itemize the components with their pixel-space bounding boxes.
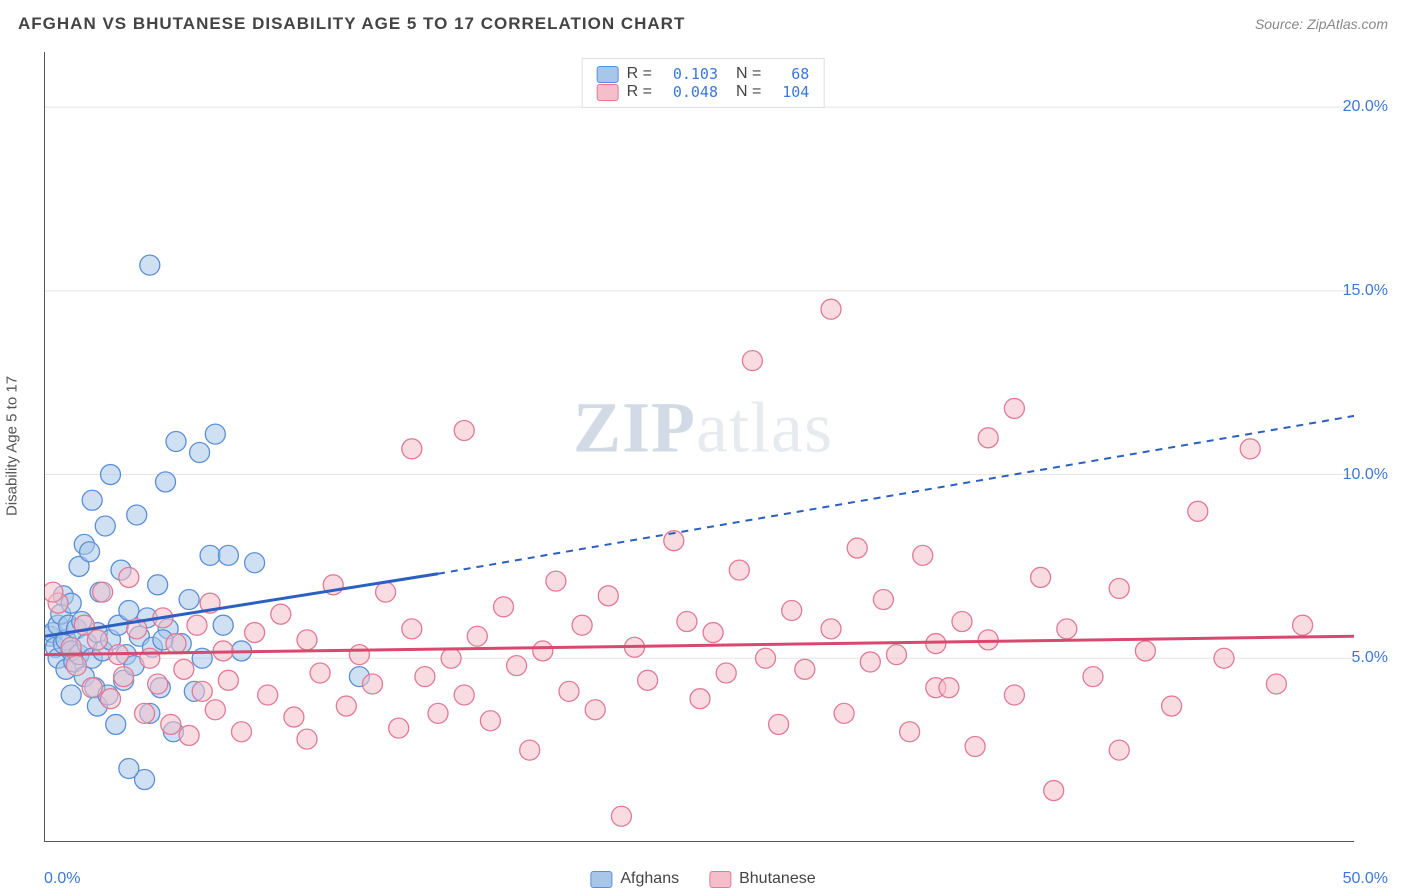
x-origin-label: 0.0%: [44, 870, 80, 888]
series-legend-label: Afghans: [620, 870, 679, 888]
y-tick-label: 20.0%: [1343, 98, 1388, 116]
y-tick-label: 10.0%: [1343, 466, 1388, 484]
legend-swatch: [590, 871, 612, 888]
r-value: 0.103: [660, 65, 718, 83]
legend-swatch: [597, 66, 619, 83]
title-row: AFGHAN VS BHUTANESE DISABILITY AGE 5 TO …: [18, 14, 1388, 34]
series-legend-item: Afghans: [590, 870, 679, 888]
r-label: R =: [627, 65, 652, 83]
y-axis-label: Disability Age 5 to 17: [4, 376, 21, 516]
scatter-svg: [45, 52, 1354, 841]
series-legend: Afghans Bhutanese: [590, 870, 815, 888]
r-value: 0.048: [660, 83, 718, 101]
y-tick-label: 5.0%: [1352, 649, 1388, 667]
legend-swatch: [709, 871, 731, 888]
chart-container: AFGHAN VS BHUTANESE DISABILITY AGE 5 TO …: [0, 0, 1406, 892]
x-max-label: 50.0%: [1343, 870, 1388, 888]
y-tick-label: 15.0%: [1343, 282, 1388, 300]
n-value: 68: [769, 65, 809, 83]
legend-swatch: [597, 84, 619, 101]
n-label: N =: [736, 65, 761, 83]
series-legend-item: Bhutanese: [709, 870, 816, 888]
correlation-legend-row: R = 0.103 N = 68: [597, 65, 810, 83]
n-value: 104: [769, 83, 809, 101]
source-credit: Source: ZipAtlas.com: [1255, 16, 1388, 32]
correlation-legend: R = 0.103 N = 68 R = 0.048 N = 104: [582, 58, 825, 108]
r-label: R =: [627, 83, 652, 101]
n-label: N =: [736, 83, 761, 101]
correlation-legend-row: R = 0.048 N = 104: [597, 83, 810, 101]
series-legend-label: Bhutanese: [739, 870, 816, 888]
chart-title: AFGHAN VS BHUTANESE DISABILITY AGE 5 TO …: [18, 14, 685, 34]
plot-area: [44, 52, 1354, 842]
